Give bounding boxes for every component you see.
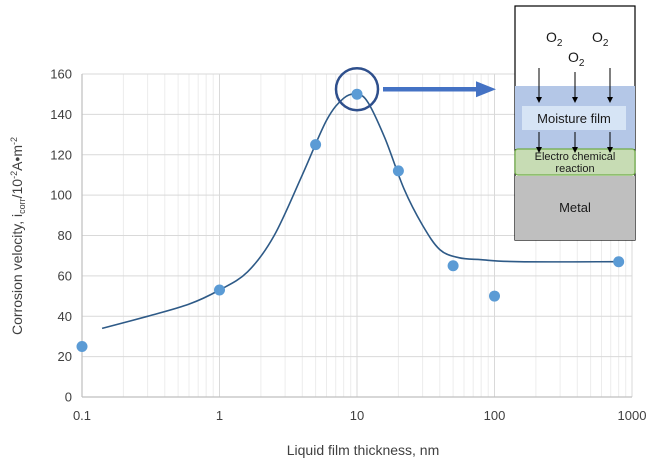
x-tick-label: 0.1 — [73, 408, 91, 423]
x-tick-label: 1 — [216, 408, 223, 423]
y-tick-label: 160 — [50, 67, 72, 82]
data-point — [613, 256, 625, 268]
x-tick-label: 100 — [484, 408, 506, 423]
y-tick-labels: 0 20 40 60 80 100 120 140 160 — [50, 67, 72, 405]
data-point — [76, 341, 88, 353]
data-point — [214, 284, 225, 296]
data-points — [76, 88, 625, 353]
moisture-film-label-box — [522, 106, 626, 130]
y-tick-label: 80 — [58, 228, 72, 243]
x-tick-label: 1000 — [618, 408, 647, 423]
data-point — [392, 165, 404, 177]
y-tick-label: 40 — [58, 309, 72, 324]
y-tick-label: 60 — [58, 268, 72, 283]
x-tick-label: 10 — [350, 408, 364, 423]
diffusion-arrows — [538, 68, 611, 148]
o2-label-right: O2 — [592, 29, 609, 49]
metal-label: Metal — [559, 200, 591, 215]
diffusion-arrowheads — [536, 97, 613, 153]
x-axis-title: Liquid film thickness, nm — [287, 442, 440, 458]
inset-diagram: Moisture film Electro chemical reaction … — [514, 5, 636, 241]
y-tick-label: 140 — [50, 107, 72, 122]
x-tick-labels: 0.1 1 10 100 1000 — [73, 408, 647, 423]
highlight-arrow — [383, 81, 496, 98]
y-tick-label: 120 — [50, 147, 72, 162]
y-tick-label: 0 — [65, 390, 72, 405]
y-tick-label: 100 — [50, 188, 72, 203]
metal-layer — [515, 176, 635, 240]
o2-label-left: O2 — [546, 29, 563, 49]
reaction-label-line2: reaction — [555, 163, 594, 175]
y-axis-title: Corrosion velocity, icorr/10-2A•m-2 — [9, 137, 27, 335]
moisture-film-label: Moisture film — [537, 111, 611, 126]
highlight-circle — [334, 66, 380, 112]
data-point — [351, 88, 363, 100]
data-point — [489, 290, 500, 302]
y-tick-label: 20 — [58, 349, 72, 364]
data-point — [447, 260, 459, 272]
o2-label-middle: O2 — [568, 49, 585, 69]
data-point — [310, 139, 322, 151]
reaction-label-line1: Electro chemical — [535, 151, 616, 163]
